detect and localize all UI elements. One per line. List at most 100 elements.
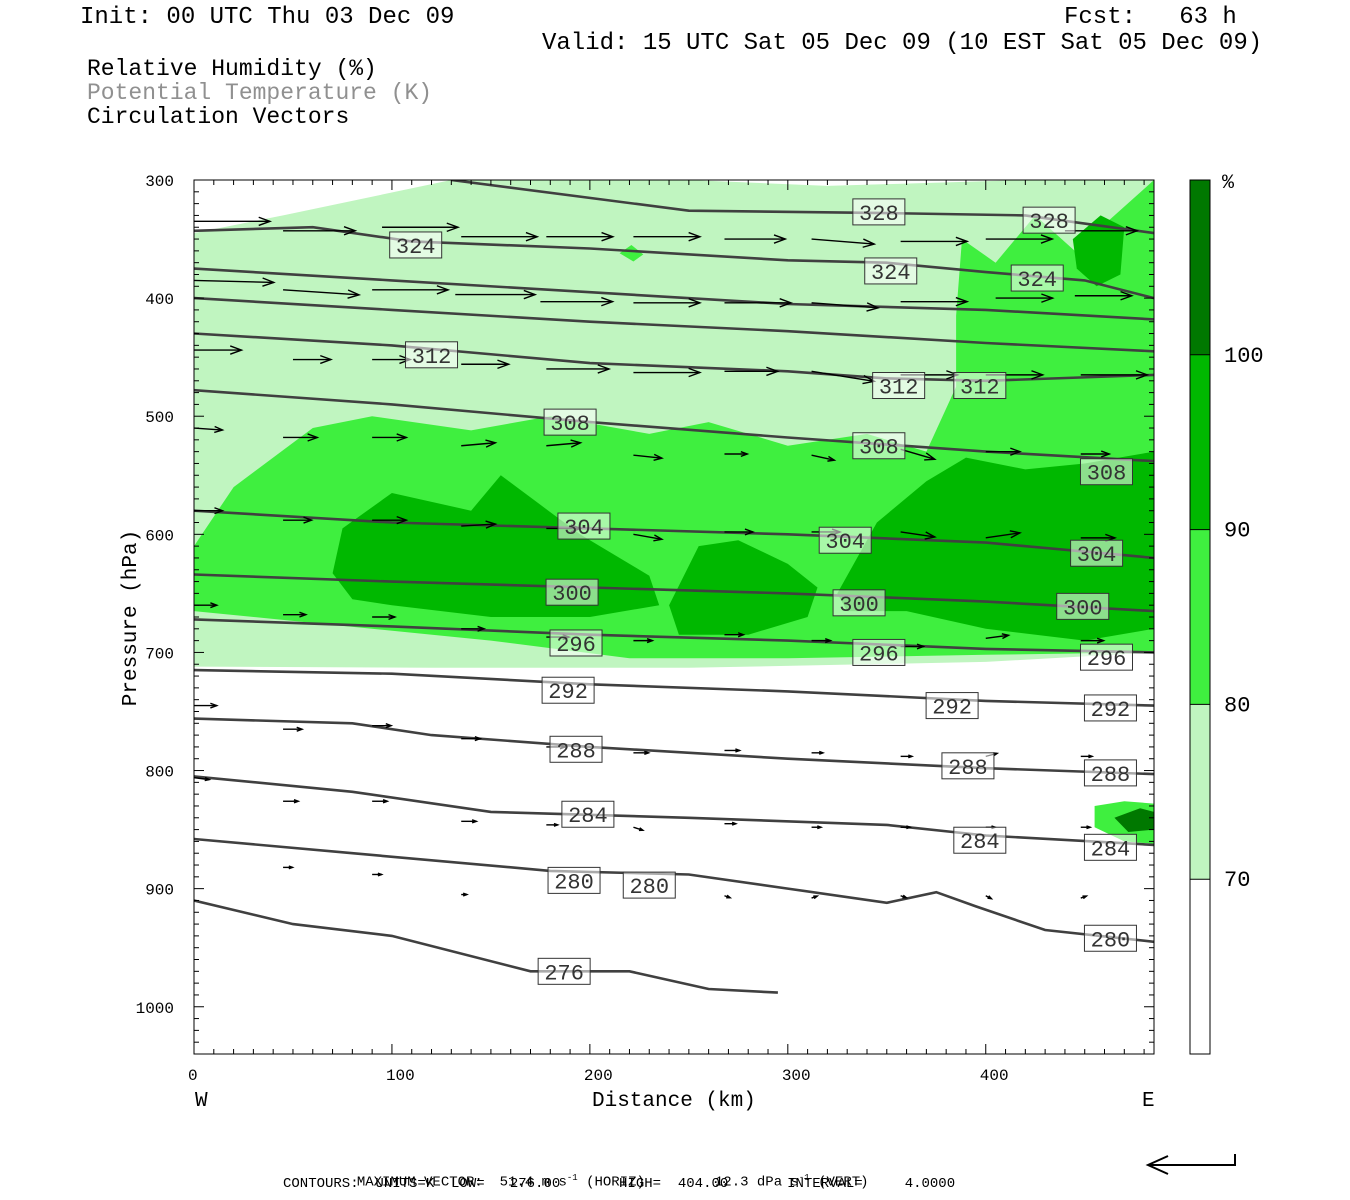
circulation-vector — [283, 611, 308, 618]
contour-label-text: 324 — [396, 235, 436, 260]
contour-info: CONTOURS: UNITS=K LOW= 276.00 HIGH= 404.… — [283, 1176, 956, 1192]
theta-contour-276 — [194, 899, 778, 994]
circulation-vector — [1080, 754, 1095, 759]
y-tick-label: 700 — [145, 645, 174, 663]
circulation-vector — [1064, 226, 1140, 236]
circulation-vector — [372, 515, 409, 525]
circulation-vector — [811, 454, 837, 462]
contour-label: 300 — [1056, 592, 1110, 621]
vector-head — [320, 354, 334, 365]
vector-layer — [194, 216, 1150, 900]
vector-shaft — [461, 523, 496, 527]
legend-theta: Potential Temperature (K) — [87, 80, 433, 106]
vector-head — [813, 895, 820, 900]
circulation-vector — [985, 447, 1022, 456]
vector-head — [902, 894, 909, 899]
rh-region-90 — [669, 540, 818, 635]
x-tick-label: 200 — [584, 1067, 613, 1085]
vector-shaft — [811, 302, 879, 309]
contour-label-text: 312 — [412, 345, 452, 370]
colorbar: 100 90 80 70% — [1189, 172, 1264, 1055]
circulation-vector — [283, 516, 314, 524]
vector-head — [866, 302, 881, 312]
contour-label: 324 — [1010, 264, 1064, 293]
circulation-vector — [724, 451, 750, 458]
contour-label-box — [1083, 759, 1137, 787]
colorbar-label: 90 — [1224, 519, 1250, 544]
vector-shaft — [985, 532, 1021, 539]
circulation-vector — [900, 236, 970, 247]
vector-head — [924, 452, 937, 461]
y-tick-label: 900 — [145, 882, 174, 900]
vector-head — [1096, 637, 1106, 644]
contour-label-text: 276 — [544, 961, 584, 986]
x-tick-label: 0 — [188, 1067, 198, 1085]
contour-label-text: 328 — [859, 202, 899, 227]
vector-head — [987, 895, 994, 900]
vector-shaft — [194, 279, 274, 284]
contour-label: 296 — [549, 629, 603, 658]
contour-label-box — [852, 638, 906, 666]
circulation-vector — [633, 453, 664, 461]
circulation-vector — [194, 776, 212, 782]
vector-head — [477, 625, 487, 632]
vector-head — [347, 289, 362, 299]
theta-contour-280 — [194, 837, 1154, 944]
contour-label-box — [1083, 924, 1137, 952]
contour-label: 312 — [405, 341, 459, 370]
circulation-vector — [724, 366, 780, 377]
axis-labels: 0 100 200 300 400 300 400 500 600 700 800 900 1000 — [136, 173, 1009, 1085]
max-vector-line: MAXIMUM VECTOR: 51.4 m s-1 (HORIZ) 12.3 d… — [340, 1157, 869, 1191]
circulation-vector — [811, 825, 824, 830]
colorbar-segment — [1190, 354, 1210, 530]
contour-label-box — [543, 408, 597, 436]
circulation-vector — [461, 439, 498, 448]
vector-head — [688, 367, 702, 378]
vector-head — [382, 799, 390, 804]
contour-label: 292 — [1083, 694, 1137, 723]
vector-shaft — [900, 531, 935, 538]
circulation-vector — [811, 895, 820, 900]
contour-label: 292 — [925, 692, 979, 721]
circulation-vector — [455, 289, 538, 300]
vector-head — [471, 819, 479, 824]
vector-head — [597, 364, 612, 374]
vector-head — [740, 451, 750, 458]
contour-label-box — [549, 735, 603, 763]
contour-label-text: 280 — [1091, 928, 1131, 953]
contour-label: 328 — [1022, 206, 1076, 235]
max-vector-exponent: -1 — [566, 1173, 578, 1183]
contour-label: 280 — [1083, 924, 1137, 953]
contour-label-box — [557, 512, 611, 540]
circulation-vector — [724, 821, 738, 826]
circulation-vector — [985, 895, 994, 900]
max-vector-horiz: (HORIZ) — [577, 1174, 645, 1191]
vector-head — [436, 285, 451, 295]
y-axis-title: Pressure (hPa) — [120, 530, 143, 706]
rh-region-90 — [1072, 215, 1125, 287]
contour-label: 312 — [872, 372, 926, 401]
contour-label: 292 — [541, 676, 595, 705]
circulation-vector — [194, 277, 276, 287]
contour-label-text: 288 — [948, 756, 988, 781]
x-axis-title: Distance (km) — [592, 1090, 756, 1113]
vector-head — [779, 298, 794, 308]
colorbar-label: 70 — [1224, 868, 1250, 893]
circulation-vector — [1080, 370, 1150, 380]
contour-label-box — [1070, 539, 1124, 567]
contour-label-text: 296 — [859, 642, 899, 667]
contour-label-box — [864, 257, 918, 285]
x-tick-label: 300 — [782, 1067, 811, 1085]
contour-label-box — [1056, 592, 1110, 620]
theta-contour-296 — [194, 618, 1154, 654]
contour-label: 284 — [1083, 833, 1137, 862]
colorbar-label: 80 — [1224, 693, 1250, 718]
contour-label-text: 324 — [871, 261, 911, 286]
vector-head — [644, 750, 651, 756]
circulation-vector — [985, 530, 1022, 539]
vector-shaft — [461, 442, 496, 447]
circulation-vector — [372, 613, 397, 621]
max-vector-vert-value: 12.3 dPa s — [714, 1174, 799, 1191]
vector-head — [462, 892, 469, 897]
vector-head — [525, 231, 540, 242]
